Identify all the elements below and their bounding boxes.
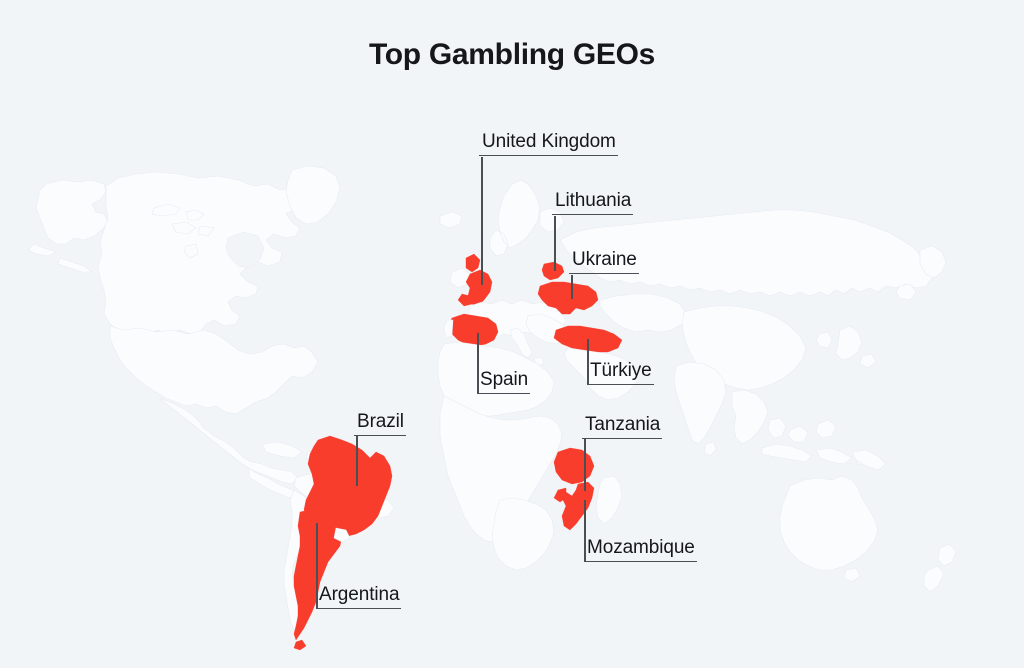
country-papua-new-guinea (851, 449, 887, 471)
callout-label-lithuania: Lithuania (555, 190, 632, 211)
country-new-zealand (923, 543, 957, 593)
callout-argentina[interactable]: Argentina (316, 584, 402, 610)
country-mozambique-highlighted (553, 481, 595, 531)
callout-label-tanzania: Tanzania (585, 414, 661, 435)
country-ireland (449, 267, 471, 289)
callout-underline-argentina (316, 607, 402, 610)
region-oceania (779, 449, 957, 593)
country-alaska (27, 179, 109, 273)
callout-underline-spain (477, 392, 531, 395)
callout-label-argentina: Argentina (319, 584, 400, 605)
country-india (673, 361, 727, 445)
country-canada (97, 171, 321, 335)
callout-lithuania[interactable]: Lithuania (552, 190, 634, 216)
callout-brazil[interactable]: Brazil (354, 411, 406, 437)
callout-label-brazil: Brazil (357, 411, 404, 432)
country-spain-highlighted (447, 313, 499, 347)
callout-underline-brazil (354, 434, 406, 437)
country-usa (109, 325, 319, 415)
callout-united-kingdom[interactable]: United Kingdom (479, 131, 618, 157)
region-southeast-asia (731, 389, 787, 445)
country-turkiye-highlighted (553, 325, 623, 353)
callout-label-mozambique: Mozambique (587, 537, 695, 558)
region-africa (437, 341, 623, 571)
country-greenland (285, 165, 341, 225)
callout-ukraine[interactable]: Ukraine (569, 249, 639, 275)
callout-label-turkiye: Türkiye (590, 360, 652, 381)
hudson-bay (225, 231, 265, 269)
callout-mozambique[interactable]: Mozambique (584, 537, 697, 563)
callout-underline-tanzania (582, 437, 663, 440)
region-north-africa (437, 341, 555, 417)
callout-label-united-kingdom: United Kingdom (482, 131, 616, 152)
region-south-america (283, 435, 395, 651)
page-title: Top Gambling GEOs (368, 38, 656, 71)
callout-label-ukraine: Ukraine (572, 249, 637, 270)
country-brazil-highlighted (303, 435, 393, 537)
callout-underline-turkiye (587, 383, 654, 386)
region-middle-east (563, 347, 639, 401)
arctic-islands (151, 203, 215, 259)
country-tanzania-highlighted (553, 447, 595, 485)
region-asia (559, 209, 947, 467)
callout-underline-united-kingdom (479, 154, 618, 157)
country-portugal (443, 319, 454, 339)
callout-underline-lithuania (552, 213, 634, 216)
callout-turkiye[interactable]: Türkiye (587, 360, 654, 386)
region-southern-africa (491, 497, 555, 571)
region-scandinavia (489, 179, 565, 257)
region-central-asia (599, 293, 687, 333)
country-madagascar (595, 475, 623, 525)
callout-underline-ukraine (569, 272, 639, 275)
region-japan-korea (815, 325, 877, 369)
callout-underline-mozambique (584, 560, 697, 563)
callout-tanzania[interactable]: Tanzania (582, 414, 663, 440)
country-iceland (439, 211, 463, 229)
country-australia (779, 475, 879, 583)
callout-label-spain: Spain (480, 369, 529, 390)
country-argentina-highlighted (293, 509, 343, 651)
country-russia (559, 209, 933, 297)
region-russian-far-east (895, 245, 947, 301)
callout-spain[interactable]: Spain (477, 369, 531, 395)
region-north-america (27, 165, 357, 499)
country-sri-lanka (703, 441, 717, 457)
country-lithuania-highlighted (541, 261, 565, 281)
country-uruguay (333, 527, 351, 543)
region-europe (439, 179, 623, 367)
